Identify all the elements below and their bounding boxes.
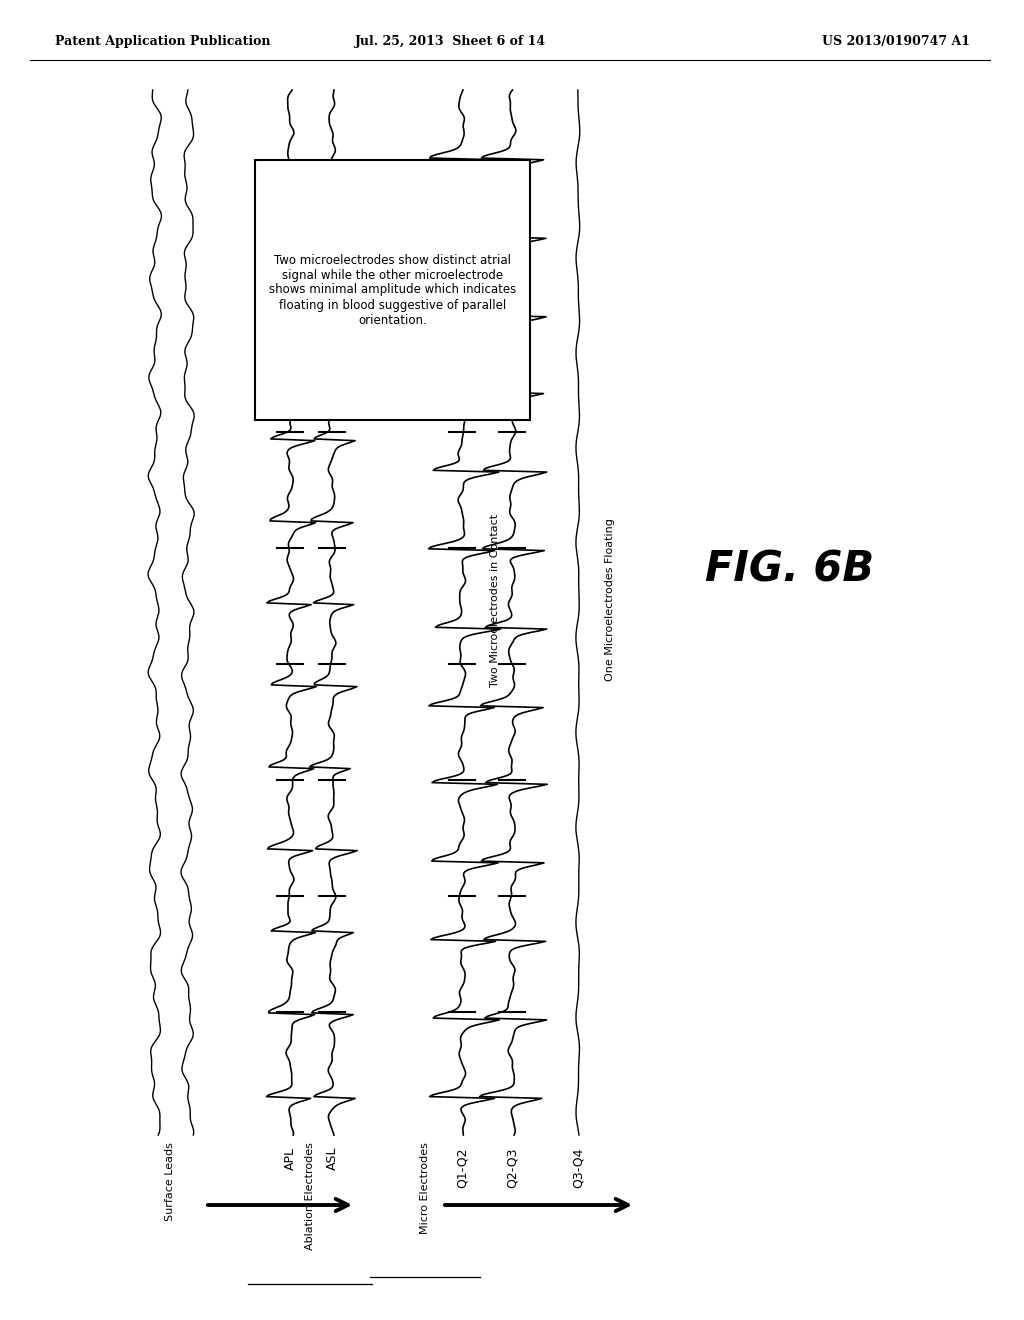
Text: FIG. 6B: FIG. 6B [706,549,874,591]
Text: Patent Application Publication: Patent Application Publication [55,36,270,48]
Text: Two microelectrodes show distinct atrial
signal while the other microelectrode
s: Two microelectrodes show distinct atrial… [269,253,516,326]
Text: APL: APL [284,1147,297,1170]
Text: Jul. 25, 2013  Sheet 6 of 14: Jul. 25, 2013 Sheet 6 of 14 [354,36,546,48]
Text: US 2013/0190747 A1: US 2013/0190747 A1 [822,36,970,48]
Text: Ablation Electrodes: Ablation Electrodes [305,1142,315,1250]
Text: Q1-Q2: Q1-Q2 [456,1147,469,1188]
Text: One Microelectrodes Floating: One Microelectrodes Floating [605,519,615,681]
Text: Surface Leads: Surface Leads [165,1142,175,1221]
Text: Two Microelectrodes in Contact: Two Microelectrodes in Contact [490,513,500,686]
Text: ASL: ASL [326,1147,339,1171]
Text: Q3-Q4: Q3-Q4 [571,1147,585,1188]
Text: Micro Electrodes: Micro Electrodes [420,1142,430,1234]
FancyBboxPatch shape [255,160,530,420]
Text: Q2-Q3: Q2-Q3 [506,1147,518,1188]
